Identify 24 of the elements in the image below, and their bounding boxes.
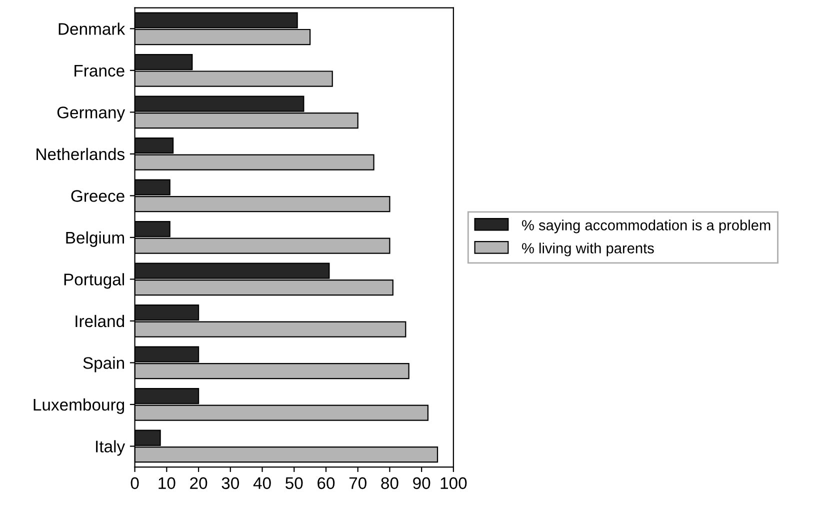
x-tick-label: 70 xyxy=(349,477,366,490)
y-tick-label: Luxembourg xyxy=(34,398,124,414)
x-tick-label: 60 xyxy=(318,477,335,490)
y-tick-label: Denmark xyxy=(58,22,126,35)
x-tick-label: 50 xyxy=(286,477,303,490)
x-tick-label: 90 xyxy=(413,477,430,490)
y-tick-label: Italy xyxy=(96,440,126,456)
y-tick-label: Greece xyxy=(71,190,124,202)
x-tick-label: 20 xyxy=(190,477,208,490)
y-tick-label: Ireland xyxy=(76,314,124,328)
y-tick-label: Germany xyxy=(57,106,126,122)
x-tick-label: 30 xyxy=(222,477,240,490)
x-tick-label: 100 xyxy=(440,477,467,490)
x-tick-label: 40 xyxy=(253,477,271,490)
y-tick-label: Portugal xyxy=(64,273,124,289)
legend-label: % living with parents xyxy=(522,242,654,256)
x-tick-label: 0 xyxy=(130,477,139,490)
y-tick-label: Belgium xyxy=(66,231,124,247)
y-tick-label: Spain xyxy=(83,356,124,372)
y-tick-label: France xyxy=(74,64,124,77)
x-tick-label: 10 xyxy=(158,477,176,490)
legend-label: % saying accommodation is a problem xyxy=(522,220,770,234)
x-tick-label: 80 xyxy=(381,477,398,490)
y-tick-label: Netherlands xyxy=(36,148,124,160)
